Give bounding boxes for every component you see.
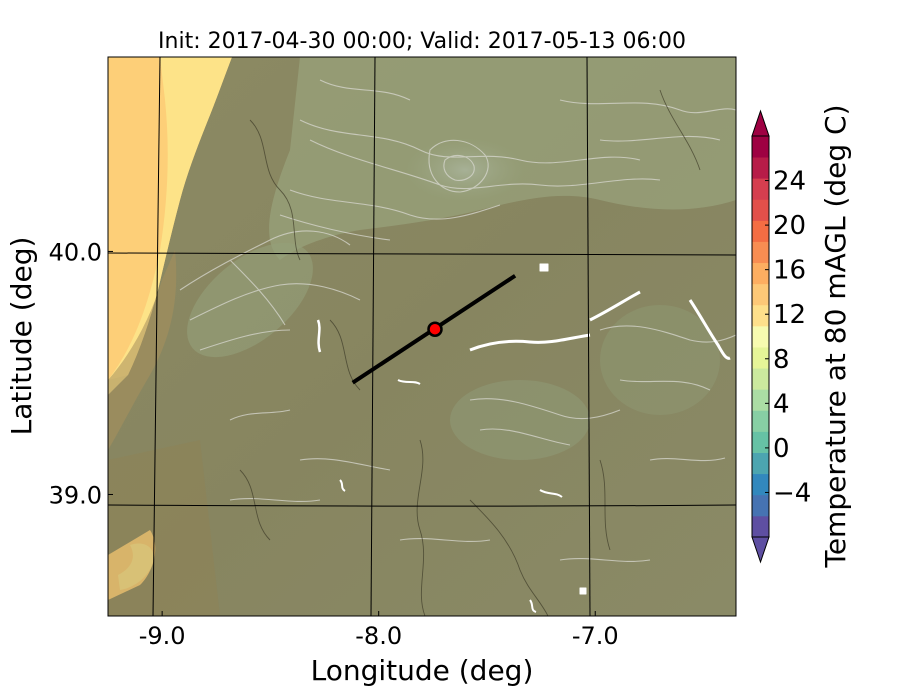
colorbar-segment (752, 241, 769, 264)
mountain-peak-area (405, 138, 525, 202)
x-tick-label: -8.0 (355, 622, 402, 650)
colorbar-ticks: −4 0 4 8 12 16 20 24 (765, 167, 811, 508)
plot-title: Init: 2017-04-30 00:00; Valid: 2017-05-1… (158, 29, 686, 54)
colorbar-tick-label: 12 (773, 300, 806, 330)
colorbar-label: Temperature at 80 mAGL (deg C) (819, 104, 852, 568)
y-tick-label: 39.0 (49, 481, 102, 509)
coastal-warm-band (108, 57, 232, 395)
colorbar-segment (752, 347, 769, 369)
colorbar (751, 109, 770, 564)
colorbar-segment (752, 199, 769, 221)
map-frame (107, 56, 737, 617)
x-axis-label: Longitude (deg) (311, 654, 534, 687)
contour-lines (179, 79, 736, 562)
location-marker (427, 321, 443, 337)
colorbar-segment (752, 368, 769, 390)
dark-contour-lines (239, 89, 701, 616)
colorbar-min-extension (751, 536, 770, 564)
y-axis-label: Latitude (deg) (5, 237, 38, 436)
colorbar-segment (752, 389, 769, 411)
southeast-hills-area (450, 380, 590, 460)
colorbar-max-extension (751, 109, 770, 137)
colorbar-segment (752, 515, 769, 538)
east-hills-area (600, 305, 720, 415)
colorbar-segment (752, 262, 769, 285)
coastal-lowland-strip (108, 250, 177, 450)
x-tick-label: -9.0 (139, 622, 186, 650)
colorbar-segment (752, 136, 769, 158)
colorbar-tick-label: 4 (773, 389, 790, 419)
colorbar-tick-label: 0 (773, 434, 790, 464)
meridian-line (586, 57, 591, 616)
river-valleys (316, 263, 731, 613)
mountain-ridge-area (187, 242, 313, 358)
colorbar-tick-label: 20 (773, 211, 806, 241)
colorbar-outline (751, 135, 770, 538)
colorbar-segment (752, 494, 769, 517)
colorbar-tick-label: 16 (773, 256, 806, 286)
x-tick-label: -7.0 (572, 622, 619, 650)
meridian-line (152, 57, 161, 616)
southwest-warm-lowland (108, 440, 220, 616)
y-axis-ticks: 40.0 39.0 (49, 238, 113, 509)
meridian-line (370, 57, 376, 616)
colorbar-segment (752, 220, 769, 242)
colorbar-segment (752, 283, 769, 306)
colorbar-segment (752, 157, 769, 179)
map-panel (108, 57, 736, 616)
y-tick-label: 40.0 (49, 238, 102, 266)
colorbar-tick-label: 24 (773, 167, 806, 197)
southwest-estuary-edge (118, 543, 154, 590)
colorbar-segment (752, 178, 769, 200)
colorbar-segment (752, 304, 769, 327)
colorbar-segment (752, 452, 769, 475)
x-axis-ticks: -9.0 -8.0 -7.0 (139, 611, 619, 650)
colorbar-segment (752, 325, 769, 348)
colorbar-segment (752, 410, 769, 432)
parallel-line (108, 504, 736, 507)
colorbar-tick-label: 8 (773, 345, 790, 375)
colorbar-segment (752, 431, 769, 453)
colorbar-tick-label: −4 (773, 478, 811, 508)
colorbar-segment (752, 473, 769, 496)
